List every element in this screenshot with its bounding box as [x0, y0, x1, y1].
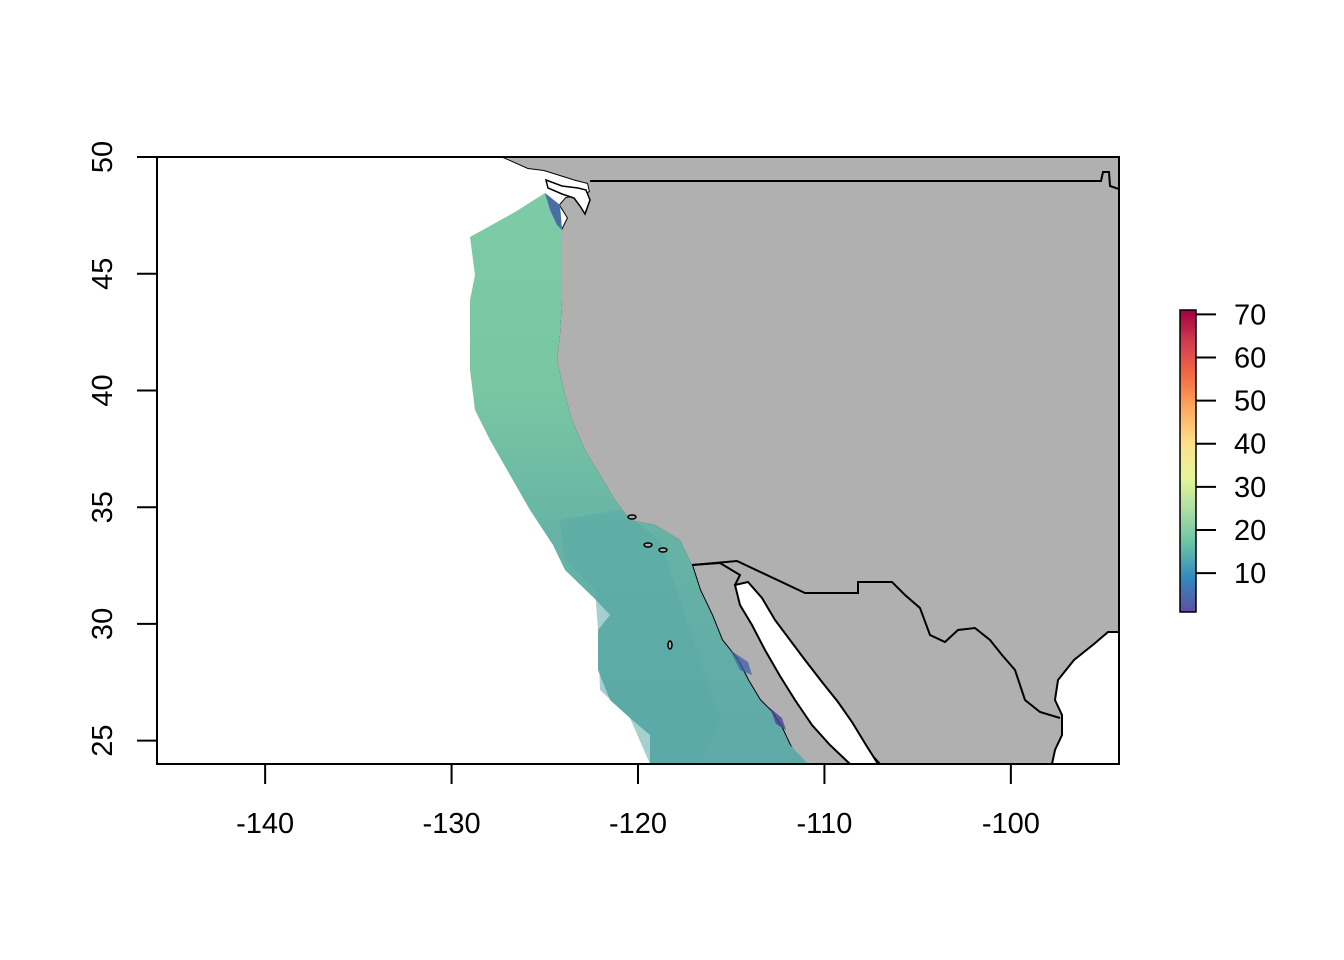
- border-us-canada: [590, 171, 1119, 190]
- land-fill-color: [503, 157, 1119, 764]
- legend-tick-label: 50: [1234, 386, 1266, 418]
- x-tick-label: -100: [982, 808, 1040, 840]
- coastal-low-values-south: [730, 650, 752, 675]
- ocean-raster-band: [470, 193, 808, 764]
- legend-tick-label: 30: [1234, 472, 1266, 504]
- border-us-mexico: [691, 559, 1061, 719]
- plot-area: [157, 157, 1119, 764]
- y-tick-label: 35: [87, 491, 119, 523]
- y-tick-label: 50: [87, 141, 119, 173]
- gulf-of-mexico: [1050, 631, 1119, 764]
- color-legend: 70 60 50 40 30 20 10: [1179, 299, 1266, 613]
- x-tick-label: -110: [796, 808, 852, 840]
- coastal-low-values-baja: [770, 708, 786, 730]
- island-guadalupe: [667, 640, 673, 650]
- x-tick-label: -130: [423, 808, 481, 840]
- legend-tick-label: 70: [1234, 299, 1266, 331]
- coastal-low-values: [545, 193, 562, 230]
- ocean-mid-values: [560, 510, 720, 764]
- y-tick-label: 25: [87, 725, 119, 757]
- legend-tick-label: 60: [1234, 342, 1266, 374]
- puget-sound: [544, 178, 591, 216]
- x-tick-label: -120: [609, 808, 667, 840]
- y-tick-label: 40: [87, 374, 119, 406]
- legend-tick-label: 20: [1234, 515, 1266, 547]
- legend-color-bar: [1179, 309, 1197, 613]
- y-axis: 25 30 35 40 45 50: [87, 141, 157, 757]
- x-tick-label: -140: [236, 808, 294, 840]
- island-channel-2: [658, 547, 668, 553]
- y-tick-label: 30: [87, 608, 119, 640]
- gulf-of-california: [733, 580, 880, 764]
- legend-tick-label: 40: [1234, 429, 1266, 461]
- y-tick-label: 45: [87, 258, 119, 290]
- legend-tick-label: 10: [1234, 558, 1266, 590]
- legend-ticks: 70 60 50 40 30 20 10: [1196, 299, 1266, 590]
- island-channel-1: [643, 542, 653, 548]
- x-axis: -140 -130 -120 -110 -100: [236, 764, 1040, 840]
- island-channel-3: [627, 514, 637, 520]
